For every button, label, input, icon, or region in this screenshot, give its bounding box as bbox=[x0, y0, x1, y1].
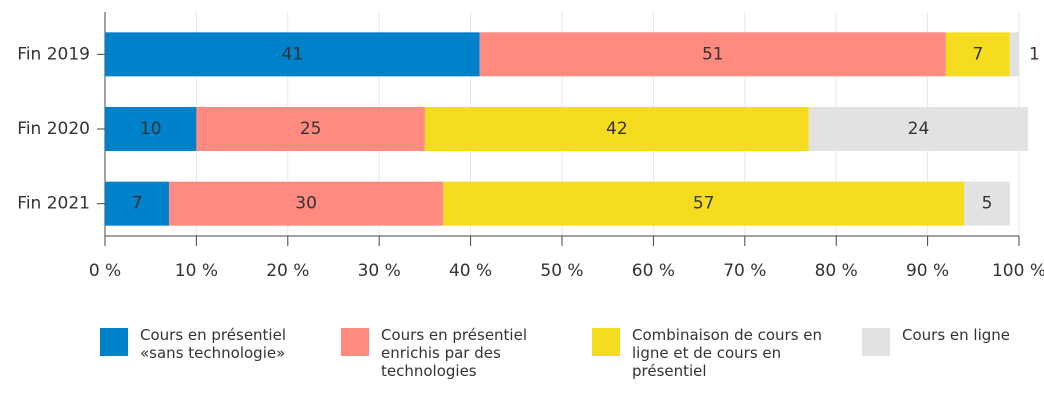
legend-label: Combinaison de cours en ligne et de cour… bbox=[632, 326, 823, 380]
legend-item: Cours en présentiel «sans technologie» bbox=[100, 326, 310, 362]
data-label: 25 bbox=[300, 119, 322, 139]
y-tick-label: Fin 2019 bbox=[17, 44, 90, 64]
y-tick-label: Fin 2020 bbox=[17, 119, 90, 139]
x-tick-label: 0 % bbox=[89, 261, 121, 281]
legend-item: Cours en ligne bbox=[862, 326, 1044, 356]
data-label: 24 bbox=[908, 119, 930, 139]
legend-swatch bbox=[592, 328, 620, 356]
data-label: 1 bbox=[1029, 44, 1040, 64]
chart: 0 % 10 % 20 % 30 % 40 % 50 % 60 % 70 % 80 % 90 % 1… bbox=[17, 12, 1044, 281]
legend-label: Cours en ligne bbox=[902, 326, 1011, 344]
x-tick-label: 80 % bbox=[815, 261, 858, 281]
data-label: 57 bbox=[693, 194, 715, 214]
x-tick-label: 30 % bbox=[358, 261, 401, 281]
x-tick-label: 100 % bbox=[992, 261, 1044, 281]
legend-label: Cours en présentiel enrichis par des tec… bbox=[381, 326, 527, 380]
x-tick-label: 60 % bbox=[632, 261, 675, 281]
bar-segment bbox=[964, 181, 1010, 226]
legend-swatch bbox=[341, 328, 369, 356]
bar-segment bbox=[105, 107, 197, 151]
legend-item: Combinaison de cours en ligne et de cour… bbox=[592, 326, 832, 380]
x-tick-label: 40 % bbox=[449, 261, 492, 281]
bar-segment bbox=[1009, 32, 1019, 77]
bar-segment bbox=[479, 32, 946, 77]
bar-segment bbox=[443, 181, 965, 226]
data-label: 42 bbox=[606, 119, 628, 139]
data-label: 41 bbox=[282, 44, 304, 64]
bar-segment bbox=[945, 32, 1010, 77]
x-tick-label: 50 % bbox=[540, 261, 583, 281]
y-tick-label: Fin 2021 bbox=[17, 194, 90, 214]
legend-swatch bbox=[100, 328, 128, 356]
data-label: 7 bbox=[132, 194, 143, 214]
data-label: 51 bbox=[702, 44, 724, 64]
legend-label: Cours en présentiel «sans technologie» bbox=[140, 326, 286, 362]
bar-segment bbox=[196, 107, 425, 151]
bar-segment bbox=[424, 107, 809, 151]
x-tick-label: 10 % bbox=[175, 261, 218, 281]
x-tick-label: 20 % bbox=[266, 261, 309, 281]
x-tick-label: 90 % bbox=[906, 261, 949, 281]
legend-swatch bbox=[862, 328, 890, 356]
bar-segment bbox=[808, 107, 1029, 151]
bar-segment bbox=[168, 181, 444, 226]
data-label: 7 bbox=[972, 44, 983, 64]
legend-item: Cours en présentiel enrichis par des tec… bbox=[341, 326, 531, 380]
bar-segment bbox=[105, 181, 169, 226]
data-label: 30 bbox=[295, 194, 317, 214]
legend: Cours en présentiel «sans technologie» Co… bbox=[0, 326, 1044, 400]
data-label: 5 bbox=[982, 194, 993, 214]
bar-segment bbox=[105, 32, 480, 77]
x-tick-label: 70 % bbox=[723, 261, 766, 281]
data-label: 10 bbox=[140, 119, 162, 139]
